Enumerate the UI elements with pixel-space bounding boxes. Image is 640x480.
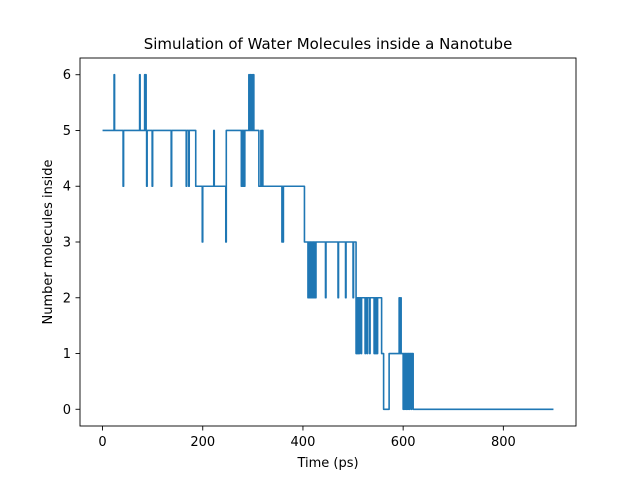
x-tick-label: 200 (190, 435, 215, 450)
y-tick-label: 0 (63, 403, 71, 418)
y-tick-label: 1 (63, 347, 71, 362)
series-line-0 (102, 73, 554, 411)
y-tick-label: 2 (63, 291, 71, 306)
plot-area: 0 200 400 600 800 0 1 2 3 4 5 6 (63, 57, 577, 450)
y-tick-label: 4 (63, 180, 71, 195)
x-axis-label: Time (ps) (296, 456, 358, 471)
x-tick-label: 600 (391, 435, 416, 450)
x-tick-label: 400 (291, 435, 316, 450)
y-tick-label: 6 (63, 68, 71, 83)
y-tick-label: 3 (63, 236, 71, 251)
y-tick-label: 5 (63, 124, 71, 139)
y-axis-label: Number molecules inside (41, 160, 56, 325)
chart-title: Simulation of Water Molecules inside a N… (144, 35, 513, 53)
x-tick-label: 800 (491, 435, 516, 450)
x-tick-label: 0 (98, 435, 106, 450)
